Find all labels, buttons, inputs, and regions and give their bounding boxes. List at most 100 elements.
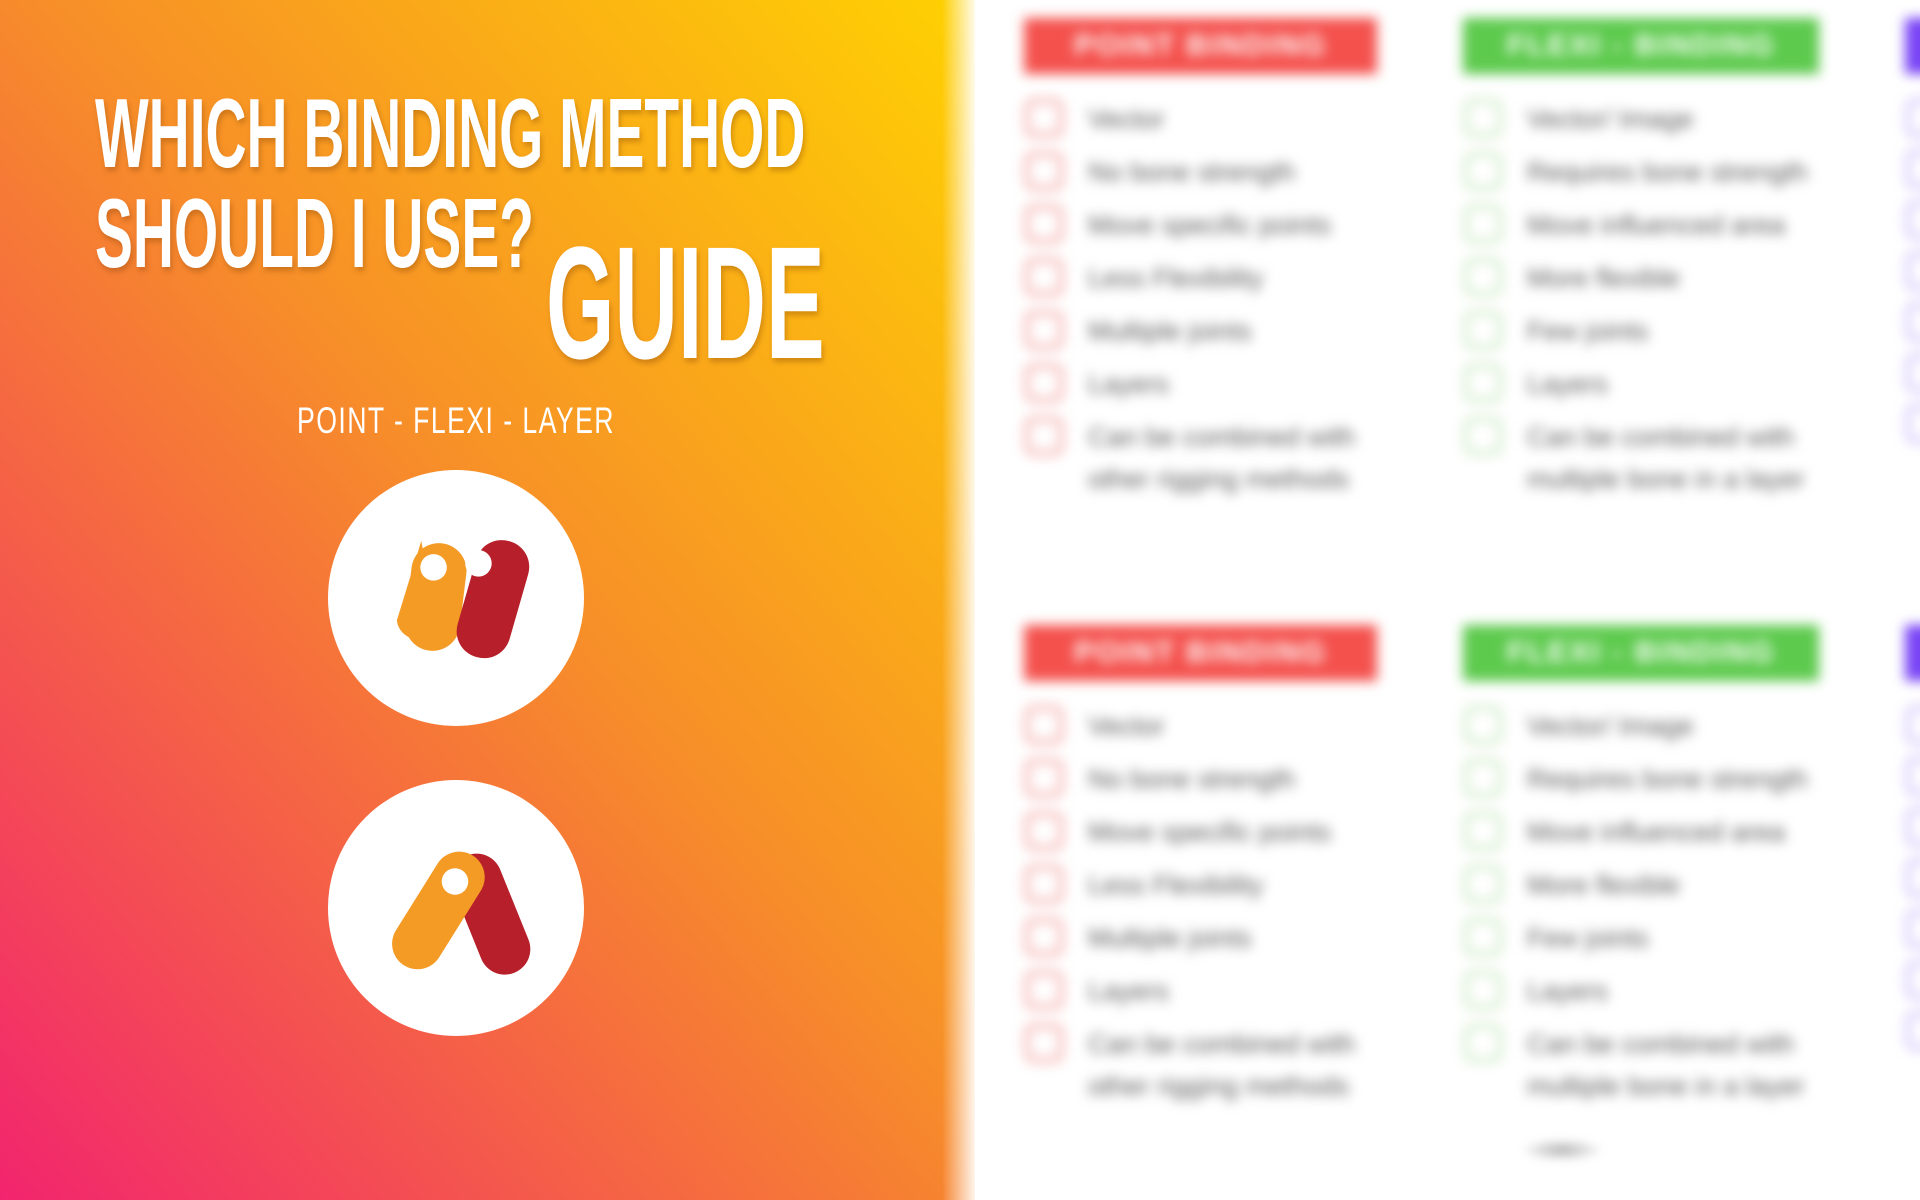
right-white-panel (975, 0, 1920, 1200)
flexi-checklist: Vector/ Image Requires bone strength Move … (1463, 98, 1819, 500)
checkbox-icon[interactable] (1463, 310, 1503, 350)
checkbox-icon[interactable] (1024, 416, 1064, 456)
checklist-item (1905, 909, 1920, 949)
checkbox-icon[interactable] (1024, 310, 1064, 350)
checkbox-icon[interactable] (1905, 404, 1920, 444)
checkbox-icon[interactable] (1024, 98, 1064, 138)
checklist-item (1905, 705, 1920, 745)
checkbox-icon[interactable] (1024, 758, 1064, 798)
subtitle-point-flexi-layer: POINT - FLEXI - LAYER (297, 400, 615, 441)
item-label: Can be combined with other rigging metho… (1088, 422, 1356, 494)
checklist-item: Few joints (1463, 917, 1819, 959)
checkbox-icon[interactable] (1905, 98, 1920, 138)
checkbox-icon[interactable] (1463, 98, 1503, 138)
checklist-item: Layers (1463, 363, 1819, 405)
checklist-item (1905, 302, 1920, 342)
checkbox-icon[interactable] (1905, 149, 1920, 189)
item-label: Few joints (1527, 923, 1649, 953)
checkbox-icon[interactable] (1463, 416, 1503, 456)
checkbox-icon[interactable] (1905, 705, 1920, 745)
checklist-item (1905, 858, 1920, 898)
checklist-item: Can be combined with multiple bone in a … (1463, 1023, 1819, 1107)
checkbox-icon[interactable] (1905, 1011, 1920, 1051)
checkbox-icon[interactable] (1463, 1023, 1503, 1063)
checklist-item (1905, 404, 1920, 444)
item-label: Requires bone strength (1527, 157, 1808, 187)
checklist-item: Few joints (1463, 310, 1819, 352)
checklist-item (1905, 807, 1920, 847)
column-layer-binding (1905, 625, 1920, 1062)
checklist-item: Can be combined with other rigging metho… (1024, 416, 1377, 500)
flexi-binding-header: FLEXI - BINDING (1463, 18, 1819, 74)
item-label: Move specific points (1088, 817, 1332, 847)
checkbox-icon[interactable] (1905, 858, 1920, 898)
checkbox-icon[interactable] (1463, 363, 1503, 403)
item-label: Move specific points (1088, 210, 1332, 240)
checkbox-icon[interactable] (1905, 251, 1920, 291)
checkbox-icon[interactable] (1463, 864, 1503, 904)
checkbox-icon[interactable] (1463, 758, 1503, 798)
checkbox-icon[interactable] (1024, 363, 1064, 403)
item-label: Vector (1088, 711, 1165, 741)
checklist-item: Move influenced area (1463, 204, 1819, 246)
checklist-item (1905, 960, 1920, 1000)
checklist-item: Less Flexibility (1024, 864, 1377, 906)
item-label: More flexible (1527, 263, 1681, 293)
checkbox-icon[interactable] (1024, 864, 1064, 904)
item-label: Can be combined with other rigging metho… (1088, 1029, 1356, 1101)
checklist-item: Layers (1463, 970, 1819, 1012)
item-label: No bone strength (1088, 157, 1296, 187)
column-flexi-binding: FLEXI - BINDING Vector/ Image Requires bon… (1463, 18, 1819, 511)
checklist-item: Can be combined with other rigging metho… (1024, 1023, 1377, 1107)
checklist-item: Multiple joints (1024, 310, 1377, 352)
checklist-item: More flexible (1463, 257, 1819, 299)
checkbox-icon[interactable] (1905, 960, 1920, 1000)
item-label: Vector/ Image (1527, 711, 1694, 741)
layer-checklist (1905, 705, 1920, 1051)
checkbox-icon[interactable] (1024, 811, 1064, 851)
column-point-binding: POINT BINDING Vector No bone strength Move … (1024, 625, 1377, 1118)
checkbox-icon[interactable] (1463, 705, 1503, 745)
checklist-item: No bone strength (1024, 151, 1377, 193)
title-line-2: SHOULD I USE? (95, 178, 534, 288)
title-line-1: WHICH BINDING METHOD (95, 78, 806, 188)
checkbox-icon[interactable] (1024, 970, 1064, 1010)
checklist-item: Less Flexibility (1024, 257, 1377, 299)
checkbox-icon[interactable] (1024, 1023, 1064, 1063)
checkbox-icon[interactable] (1024, 257, 1064, 297)
checkbox-icon[interactable] (1024, 917, 1064, 957)
checkbox-icon[interactable] (1905, 353, 1920, 393)
checkbox-icon[interactable] (1905, 756, 1920, 796)
item-label: Multiple joints (1088, 923, 1252, 953)
checklist-item: Vector (1024, 705, 1377, 747)
checkbox-icon[interactable] (1905, 302, 1920, 342)
checkbox-icon[interactable] (1905, 807, 1920, 847)
item-label: No bone strength (1088, 764, 1296, 794)
checkbox-icon[interactable] (1024, 151, 1064, 191)
checkbox-icon[interactable] (1905, 909, 1920, 949)
checkbox-icon[interactable] (1024, 705, 1064, 745)
checkbox-icon[interactable] (1463, 257, 1503, 297)
checkbox-icon[interactable] (1463, 917, 1503, 957)
item-label: Layers (1088, 976, 1170, 1006)
checkbox-icon[interactable] (1463, 970, 1503, 1010)
item-label: Layers (1527, 976, 1609, 1006)
checklist-item (1905, 251, 1920, 291)
checkbox-icon[interactable] (1905, 200, 1920, 240)
checklist-item: Move specific points (1024, 204, 1377, 246)
checklist-item: Requires bone strength (1463, 151, 1819, 193)
item-label: Move influenced area (1527, 817, 1786, 847)
layer-binding-header (1905, 18, 1920, 74)
checkbox-icon[interactable] (1463, 811, 1503, 851)
checklist-item (1905, 98, 1920, 138)
item-label: More flexible (1527, 870, 1681, 900)
checkbox-icon[interactable] (1463, 204, 1503, 244)
checklist-blur-layer: POINT BINDING Vector No bone strength Move … (960, 0, 1920, 1200)
checkbox-icon[interactable] (1463, 151, 1503, 191)
point-checklist: Vector No bone strength Move specific poin… (1024, 705, 1377, 1107)
checkbox-icon[interactable] (1024, 204, 1064, 244)
checklist-item: Layers (1024, 970, 1377, 1012)
moho-m-icon (396, 540, 530, 659)
point-checklist: Vector No bone strength Move specific poin… (1024, 98, 1377, 500)
checklist-item (1905, 353, 1920, 393)
